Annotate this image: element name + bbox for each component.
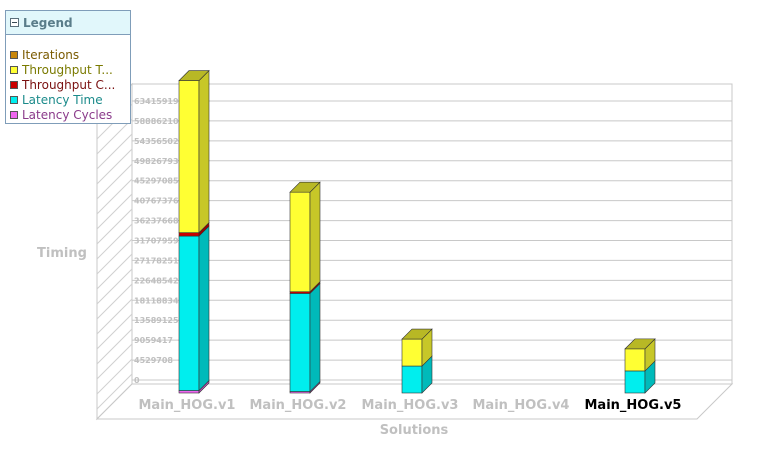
- x-tick-label: Main_HOG.v2: [250, 398, 347, 413]
- legend-items: Iterations Throughput T... Throughput C...…: [6, 35, 130, 122]
- legend-label: Latency Cycles: [22, 107, 113, 122]
- bar-segment-front: [178, 390, 200, 394]
- y-tick-label: 49826793: [134, 157, 179, 166]
- bar-segment-front: [178, 80, 200, 233]
- legend-panel[interactable]: Legend Iterations Throughput T... Throughp…: [5, 10, 131, 124]
- legend-swatch: [10, 50, 18, 59]
- wall-hatch: [96, 253, 133, 290]
- bar-segment-front: [178, 232, 200, 237]
- wall-hatch: [96, 193, 133, 230]
- legend-swatch: [10, 95, 18, 104]
- y-tick-label: 54356502: [134, 137, 179, 146]
- plot-floor: [95, 383, 734, 420]
- wall-hatch: [96, 358, 133, 395]
- legend-swatch: [10, 65, 18, 74]
- y-axis-title: Timing: [37, 246, 87, 261]
- y-tick-label: 31707959: [134, 237, 179, 246]
- bar-segment-top: [178, 70, 210, 81]
- x-tick-label: Main_HOG.v4: [473, 398, 570, 413]
- y-tick-label: 9059417: [134, 336, 173, 345]
- legend-label: Throughput T...: [22, 62, 113, 77]
- x-tick-label: Main_HOG.v1: [139, 398, 236, 413]
- x-tick-label: Main_HOG.v5: [585, 398, 682, 413]
- y-tick-label: 45297085: [134, 177, 179, 186]
- legend-label: Iterations: [22, 47, 80, 62]
- wall-hatch: [96, 163, 133, 200]
- wall-hatch: [96, 298, 133, 335]
- x-tick-label: Main_HOG.v3: [362, 398, 459, 413]
- legend-title: Legend: [23, 15, 73, 30]
- legend-label: Latency Time: [22, 92, 103, 107]
- bar-segment-side: [198, 69, 210, 234]
- wall-hatch: [96, 313, 133, 350]
- y-tick-label: 13589125: [134, 316, 179, 325]
- y-tick-label: 0: [134, 376, 140, 385]
- legend-item[interactable]: Latency Time: [10, 92, 130, 107]
- bar-segment-front: [289, 293, 311, 392]
- y-tick-label: 36237668: [134, 217, 179, 226]
- y-tick-label: 40767376: [134, 197, 179, 206]
- bar-segment-front: [178, 235, 200, 391]
- wall-hatch: [96, 268, 133, 305]
- legend-item[interactable]: Throughput T...: [10, 62, 130, 77]
- y-tick-label: 22648542: [134, 276, 179, 285]
- y-tick-label: 4529708: [134, 356, 173, 365]
- wall-hatch: [96, 118, 133, 155]
- wall-hatch: [96, 208, 133, 245]
- bar-segment-top: [401, 328, 433, 340]
- bar-segment-front: [401, 338, 423, 367]
- legend-item[interactable]: Iterations: [10, 47, 130, 62]
- bar-segment-top: [289, 181, 321, 193]
- legend-swatch: [10, 110, 18, 119]
- bar-segment-front: [289, 191, 311, 293]
- wall-hatch: [96, 148, 133, 185]
- x-axis-title: Solutions: [380, 423, 449, 438]
- wall-hatch: [96, 238, 133, 275]
- wall-hatch: [96, 373, 133, 410]
- y-tick-label: 58886210: [134, 117, 179, 126]
- legend-label: Throughput C...: [22, 77, 116, 92]
- legend-header[interactable]: Legend: [6, 11, 130, 35]
- bar-segment-front: [624, 370, 646, 394]
- legend-swatch: [10, 80, 18, 89]
- bar-segment-side: [198, 225, 210, 392]
- wall-hatch: [96, 178, 133, 215]
- bar-segment-side: [309, 181, 321, 293]
- wall-hatch: [96, 343, 133, 380]
- y-tick-label: 27178251: [134, 256, 179, 265]
- legend-item[interactable]: Latency Cycles: [10, 107, 130, 122]
- y-tick-label: 18118834: [134, 296, 179, 305]
- bar-segment-front: [401, 365, 423, 394]
- wall-hatch: [96, 223, 133, 260]
- wall-hatch: [96, 133, 133, 170]
- collapse-icon[interactable]: [10, 18, 19, 27]
- wall-hatch: [96, 328, 133, 365]
- bar-segment-side: [309, 282, 321, 393]
- legend-item[interactable]: Throughput C...: [10, 77, 130, 92]
- y-tick-label: 63415919: [134, 97, 179, 106]
- wall-hatch: [96, 283, 133, 320]
- bar-segment-front: [624, 348, 646, 372]
- bar-segment-top: [624, 338, 656, 350]
